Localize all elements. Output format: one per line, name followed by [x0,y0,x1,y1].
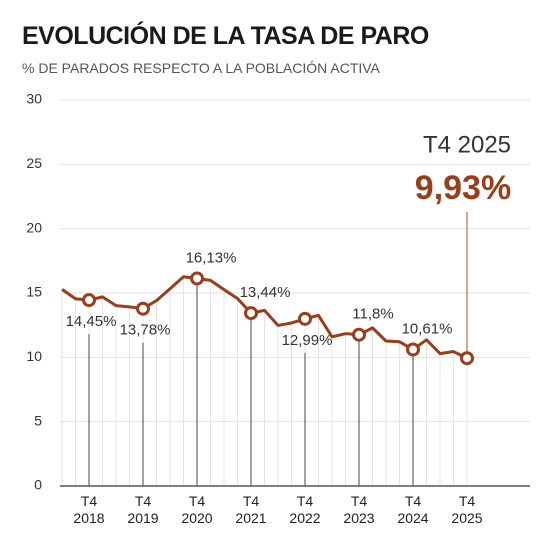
point [244,306,258,321]
point [460,351,474,366]
point [406,342,420,357]
x-tick-label: T4 2025 [451,493,483,526]
y-tick-label: 15 [26,284,42,300]
highlight-value: 9,93% [415,169,511,207]
y-tick-label: 0 [34,477,42,493]
value-label: 12,99% [282,332,333,349]
y-tick-label: 5 [34,412,42,428]
value-label: 13,44% [240,284,291,301]
data-line [61,275,468,360]
value-label: 14,45% [66,313,117,330]
x-tick-label: T4 2022 [289,493,321,526]
point [82,293,96,308]
x-tick-label: T4 2021 [235,493,267,526]
x-tick-label: T4 2023 [343,493,375,526]
y-tick-label: 25 [26,155,42,171]
point [298,311,312,326]
x-tick-label: T4 2019 [127,493,159,526]
chart-title: EVOLUCIÓN DE LA TASA DE PARO [22,22,429,50]
annotation: T4 2025 [423,131,511,158]
chart-subtitle: % DE PARADOS RESPECTO A LA POBLACIÓN ACT… [22,60,380,76]
x-tick-label: T4 2024 [397,493,429,526]
y-tick-label: 30 [26,91,42,107]
value-label: 10,61% [402,320,453,337]
y-tick-label: 10 [26,348,42,364]
y-tick-label: 20 [26,219,42,235]
point [190,271,204,286]
value-label: 16,13% [186,249,237,266]
value-label: 11,8% [352,306,393,323]
value-label: 13,78% [120,322,171,339]
x-tick-label: T4 2018 [73,493,105,526]
point [352,327,366,342]
x-tick-label: T4 2020 [181,493,213,526]
point [136,301,150,316]
